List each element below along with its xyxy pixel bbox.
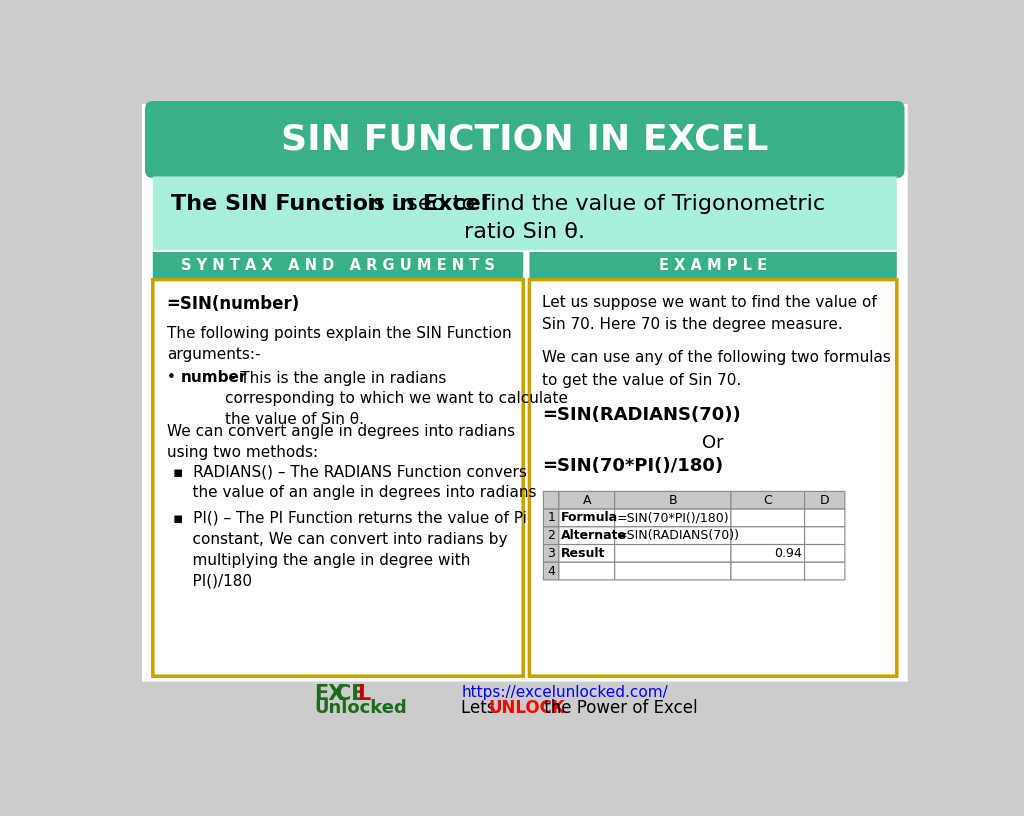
Text: The SIN Function in Excel: The SIN Function in Excel: [171, 194, 488, 214]
FancyBboxPatch shape: [145, 101, 904, 178]
FancyBboxPatch shape: [805, 491, 845, 509]
Text: the Power of Excel: the Power of Excel: [539, 698, 697, 716]
Text: =SIN(RADIANS(70)): =SIN(RADIANS(70)): [617, 529, 740, 542]
Text: 2: 2: [547, 529, 555, 542]
Text: Unlocked: Unlocked: [314, 698, 407, 716]
FancyBboxPatch shape: [559, 509, 614, 527]
FancyBboxPatch shape: [614, 527, 731, 544]
Text: ▪  PI() – The PI Function returns the value of Pi
    constant, We can convert i: ▪ PI() – The PI Function returns the val…: [173, 511, 526, 588]
Text: B: B: [669, 494, 677, 507]
Text: CE: CE: [336, 684, 366, 704]
FancyBboxPatch shape: [559, 562, 614, 580]
FancyBboxPatch shape: [544, 527, 559, 544]
FancyBboxPatch shape: [559, 544, 614, 562]
Text: 4: 4: [547, 565, 555, 578]
FancyBboxPatch shape: [614, 544, 731, 562]
Text: Or: Or: [702, 433, 724, 451]
FancyBboxPatch shape: [731, 527, 805, 544]
Text: Let us suppose we want to find the value of
Sin 70. Here 70 is the degree measur: Let us suppose we want to find the value…: [542, 295, 877, 332]
FancyBboxPatch shape: [544, 562, 559, 580]
FancyBboxPatch shape: [153, 280, 523, 676]
Text: A: A: [583, 494, 591, 507]
Text: D: D: [820, 494, 829, 507]
FancyBboxPatch shape: [731, 562, 805, 580]
Text: =SIN(70*PI()/180): =SIN(70*PI()/180): [617, 512, 730, 525]
Text: EX: EX: [314, 684, 344, 704]
Text: L: L: [357, 684, 371, 704]
Text: SIN FUNCTION IN EXCEL: SIN FUNCTION IN EXCEL: [282, 122, 768, 157]
FancyBboxPatch shape: [614, 491, 731, 509]
Text: Alternate: Alternate: [561, 529, 628, 542]
FancyBboxPatch shape: [614, 509, 731, 527]
Text: =SIN(number): =SIN(number): [167, 295, 300, 313]
Text: number: number: [180, 370, 247, 385]
Text: is used to find the value of Trigonometric: is used to find the value of Trigonometr…: [360, 194, 825, 214]
Text: The following points explain the SIN Function
arguments:-: The following points explain the SIN Fun…: [167, 326, 511, 361]
FancyBboxPatch shape: [731, 544, 805, 562]
FancyBboxPatch shape: [544, 509, 559, 527]
FancyBboxPatch shape: [529, 252, 897, 280]
FancyBboxPatch shape: [544, 544, 559, 562]
Text: 3: 3: [547, 547, 555, 560]
FancyBboxPatch shape: [614, 562, 731, 580]
FancyBboxPatch shape: [153, 176, 897, 251]
Text: We can use any of the following two formulas
to get the value of Sin 70.: We can use any of the following two form…: [542, 351, 891, 388]
Text: https://excelunlocked.com/: https://excelunlocked.com/: [461, 685, 668, 700]
FancyBboxPatch shape: [731, 491, 805, 509]
Text: 1: 1: [547, 512, 555, 525]
FancyBboxPatch shape: [805, 544, 845, 562]
Text: ratio Sin θ.: ratio Sin θ.: [464, 222, 586, 242]
FancyBboxPatch shape: [559, 491, 614, 509]
FancyBboxPatch shape: [544, 491, 559, 509]
FancyBboxPatch shape: [153, 252, 523, 280]
FancyBboxPatch shape: [805, 562, 845, 580]
Text: E X A M P L E: E X A M P L E: [659, 259, 767, 273]
Text: S Y N T A X   A N D   A R G U M E N T S: S Y N T A X A N D A R G U M E N T S: [181, 259, 495, 273]
Text: C: C: [763, 494, 772, 507]
Text: •: •: [167, 370, 185, 385]
Text: 0.94: 0.94: [774, 547, 802, 560]
Text: ▪  RADIANS() – The RADIANS Function convers
    the value of an angle in degrees: ▪ RADIANS() – The RADIANS Function conve…: [173, 464, 537, 500]
Text: =SIN(RADIANS(70)): =SIN(RADIANS(70)): [542, 406, 740, 424]
Text: Lets: Lets: [461, 698, 501, 716]
Text: Result: Result: [561, 547, 605, 560]
Text: - This is the angle in radians
corresponding to which we want to calculate
the v: - This is the angle in radians correspon…: [225, 370, 568, 428]
FancyBboxPatch shape: [805, 509, 845, 527]
Text: UNLOCK: UNLOCK: [488, 698, 565, 716]
FancyBboxPatch shape: [559, 527, 614, 544]
FancyBboxPatch shape: [731, 509, 805, 527]
FancyBboxPatch shape: [142, 104, 907, 681]
FancyBboxPatch shape: [805, 527, 845, 544]
Text: =SIN(70*PI()/180): =SIN(70*PI()/180): [542, 457, 723, 475]
Text: Formula: Formula: [561, 512, 618, 525]
FancyBboxPatch shape: [529, 280, 897, 676]
Text: We can convert angle in degrees into radians
using two methods:: We can convert angle in degrees into rad…: [167, 424, 515, 460]
